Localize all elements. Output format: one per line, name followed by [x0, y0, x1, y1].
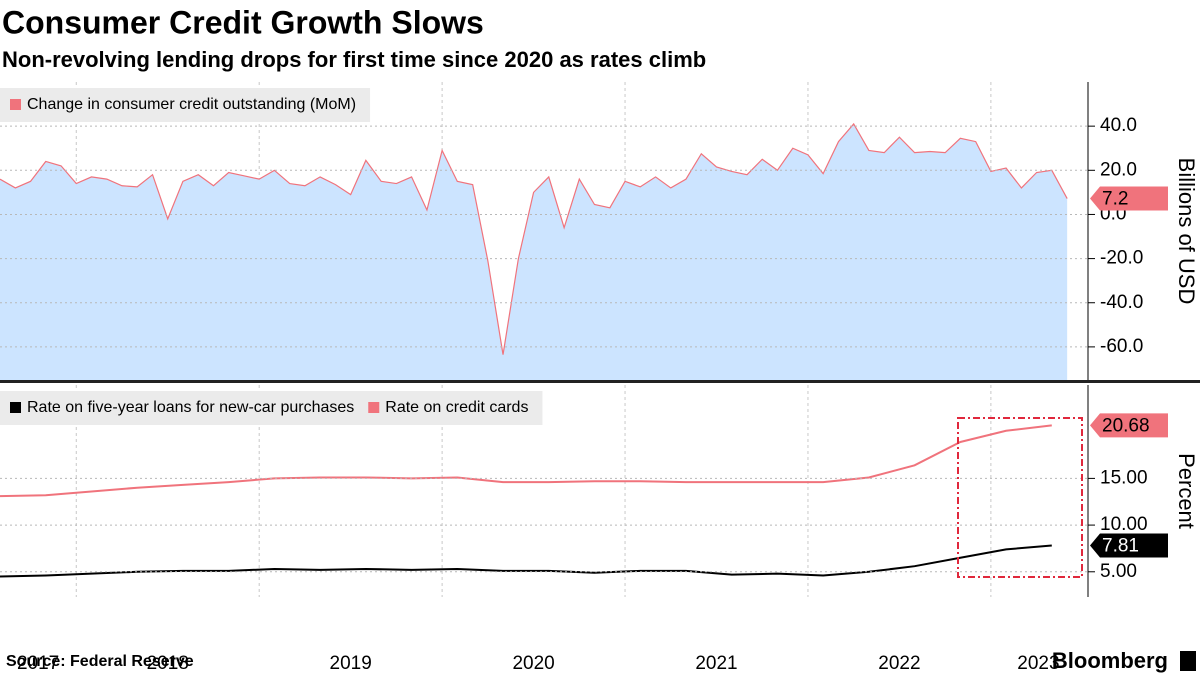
- x-tick-label: 2021: [695, 653, 737, 674]
- legend-swatch: [368, 402, 380, 413]
- chart-title: Consumer Credit Growth Slows: [2, 4, 484, 40]
- value-callout: [1090, 413, 1168, 438]
- y-tick-label: -60.0: [1100, 336, 1143, 357]
- y-axis-label: Billions of USD: [1174, 158, 1199, 305]
- legend: Change in consumer credit outstanding (M…: [0, 88, 371, 122]
- x-tick-label: 2019: [330, 653, 372, 674]
- y-tick-label: -40.0: [1100, 292, 1143, 313]
- x-tick-label: 2018: [147, 653, 189, 674]
- value-label: 7.81: [1102, 536, 1139, 557]
- value-callout: [1090, 186, 1168, 211]
- highlight-box: [957, 417, 1083, 578]
- y-tick-label: 20.0: [1100, 159, 1137, 180]
- value-callout: [1090, 533, 1168, 558]
- value-label: 20.68: [1102, 415, 1150, 436]
- line: [0, 544, 1052, 578]
- line: [0, 424, 1052, 498]
- y-tick-label: 40.0: [1100, 115, 1137, 136]
- legend: Rate on five-year loans for new-car purc…: [0, 391, 543, 425]
- x-tick-label: 2017: [17, 653, 59, 674]
- y-tick-label: 5.00: [1100, 561, 1137, 582]
- value-label: 7.2: [1102, 189, 1128, 210]
- legend-bg: [0, 391, 543, 425]
- legend-label: Change in consumer credit outstanding (M…: [27, 96, 356, 113]
- source: Source: Federal Reserve: [6, 653, 194, 670]
- x-tick-label: 2022: [878, 653, 920, 674]
- legend-swatch: [10, 402, 21, 413]
- legend-label: Rate on five-year loans for new-car purc…: [27, 399, 354, 416]
- legend-bg: [0, 88, 371, 122]
- y-axis-label: Percent: [1174, 453, 1199, 529]
- legend-swatch: [10, 99, 21, 110]
- y-tick-label: -20.0: [1100, 248, 1143, 269]
- chart-subtitle: Non-revolving lending drops for first ti…: [2, 47, 706, 72]
- brand-icon: [1180, 651, 1196, 671]
- x-tick-label: 2020: [512, 653, 554, 674]
- brand: Bloomberg: [1052, 648, 1168, 673]
- y-tick-label: 10.00: [1100, 514, 1148, 535]
- x-tick-label: 2023: [1017, 653, 1059, 674]
- area-fill: [0, 123, 1068, 381]
- y-tick-label: 15.00: [1100, 467, 1148, 488]
- legend-label: Rate on credit cards: [385, 399, 528, 416]
- area-line: [0, 122, 1068, 355]
